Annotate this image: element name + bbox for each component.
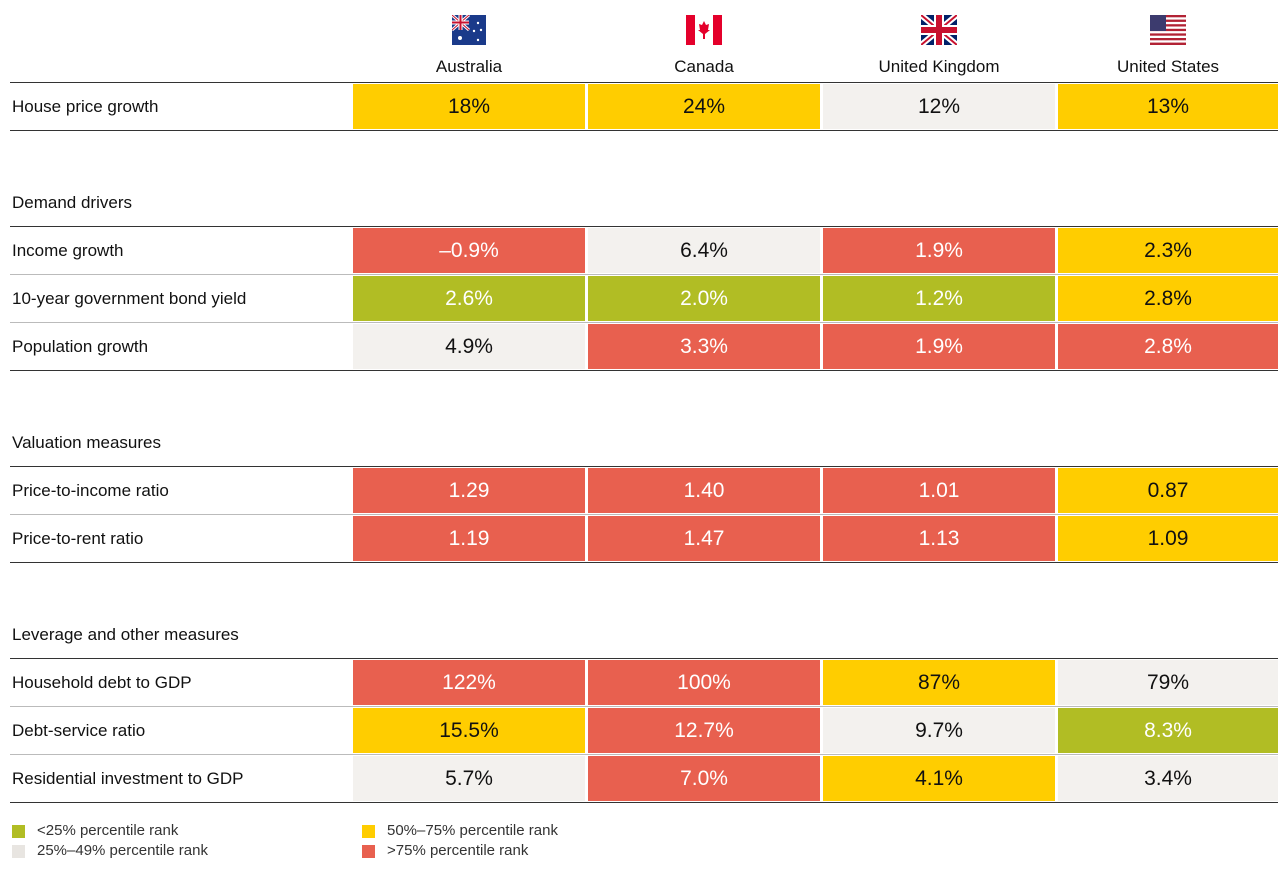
cell: 6.4% — [588, 228, 820, 273]
cell: 15.5% — [353, 708, 585, 753]
header-line — [10, 82, 1278, 83]
row-line — [10, 706, 1278, 707]
cell: 1.09 — [1058, 516, 1278, 561]
row-line — [10, 802, 1278, 803]
cell: 1.13 — [823, 516, 1055, 561]
row-line — [10, 130, 1278, 131]
cell: 2.8% — [1058, 276, 1278, 321]
column-header: United States — [1116, 57, 1220, 76]
cell: 87% — [823, 660, 1055, 705]
section-line — [10, 658, 1278, 659]
row-label: Price-to-income ratio — [12, 480, 169, 500]
row-line — [10, 370, 1278, 371]
flag-australia — [452, 15, 486, 45]
cell: 1.2% — [823, 276, 1055, 321]
row-line — [10, 562, 1278, 563]
cell: 4.1% — [823, 756, 1055, 801]
section-title: Leverage and other measures — [12, 625, 239, 644]
cell: 24% — [588, 84, 820, 129]
row-label: Residential investment to GDP — [12, 768, 244, 788]
section-title: Demand drivers — [12, 193, 132, 212]
cell: –0.9% — [353, 228, 585, 273]
column-header: United Kingdom — [878, 57, 1000, 76]
cell: 5.7% — [353, 756, 585, 801]
cell: 3.3% — [588, 324, 820, 369]
cell: 1.9% — [823, 324, 1055, 369]
cell: 100% — [588, 660, 820, 705]
legend-swatch — [362, 845, 375, 858]
row-label: Household debt to GDP — [12, 672, 192, 692]
cell: 0.87 — [1058, 468, 1278, 513]
cell: 1.40 — [588, 468, 820, 513]
legend-label: 50%–75% percentile rank — [387, 822, 558, 839]
cell: 1.29 — [353, 468, 585, 513]
row-label: Income growth — [12, 240, 124, 260]
cell: 9.7% — [823, 708, 1055, 753]
row-label: 10-year government bond yield — [12, 288, 247, 308]
cell: 13% — [1058, 84, 1278, 129]
cell: 12% — [823, 84, 1055, 129]
cell: 2.8% — [1058, 324, 1278, 369]
legend-label: <25% percentile rank — [37, 822, 179, 839]
legend-label: >75% percentile rank — [387, 842, 529, 859]
cell: 4.9% — [353, 324, 585, 369]
row-line — [10, 274, 1278, 275]
row-label: Population growth — [12, 336, 149, 356]
row-label: House price growth — [12, 96, 159, 116]
cell: 2.6% — [353, 276, 585, 321]
flag-us — [1150, 15, 1186, 45]
cell: 1.9% — [823, 228, 1055, 273]
legend-swatch — [362, 825, 375, 838]
section-line — [10, 466, 1278, 467]
legend-label: 25%–49% percentile rank — [37, 842, 208, 859]
row-line — [10, 514, 1278, 515]
column-header: Australia — [435, 57, 503, 76]
cell: 79% — [1058, 660, 1278, 705]
cell: 2.3% — [1058, 228, 1278, 273]
cell: 8.3% — [1058, 708, 1278, 753]
row-line — [10, 754, 1278, 755]
column-header: Canada — [674, 57, 734, 76]
section-title: Valuation measures — [12, 433, 161, 452]
cell: 2.0% — [588, 276, 820, 321]
section-line — [10, 226, 1278, 227]
cell: 122% — [353, 660, 585, 705]
cell: 1.01 — [823, 468, 1055, 513]
legend-swatch — [12, 845, 25, 858]
row-label: Debt-service ratio — [12, 720, 146, 740]
row-label: Price-to-rent ratio — [12, 528, 144, 548]
cell: 7.0% — [588, 756, 820, 801]
row-line — [10, 322, 1278, 323]
cell: 1.19 — [353, 516, 585, 561]
legend-swatch — [12, 825, 25, 838]
cell: 12.7% — [588, 708, 820, 753]
cell: 18% — [353, 84, 585, 129]
flag-canada — [686, 15, 722, 45]
cell: 3.4% — [1058, 756, 1278, 801]
flag-uk — [921, 15, 957, 45]
cell: 1.47 — [588, 516, 820, 561]
